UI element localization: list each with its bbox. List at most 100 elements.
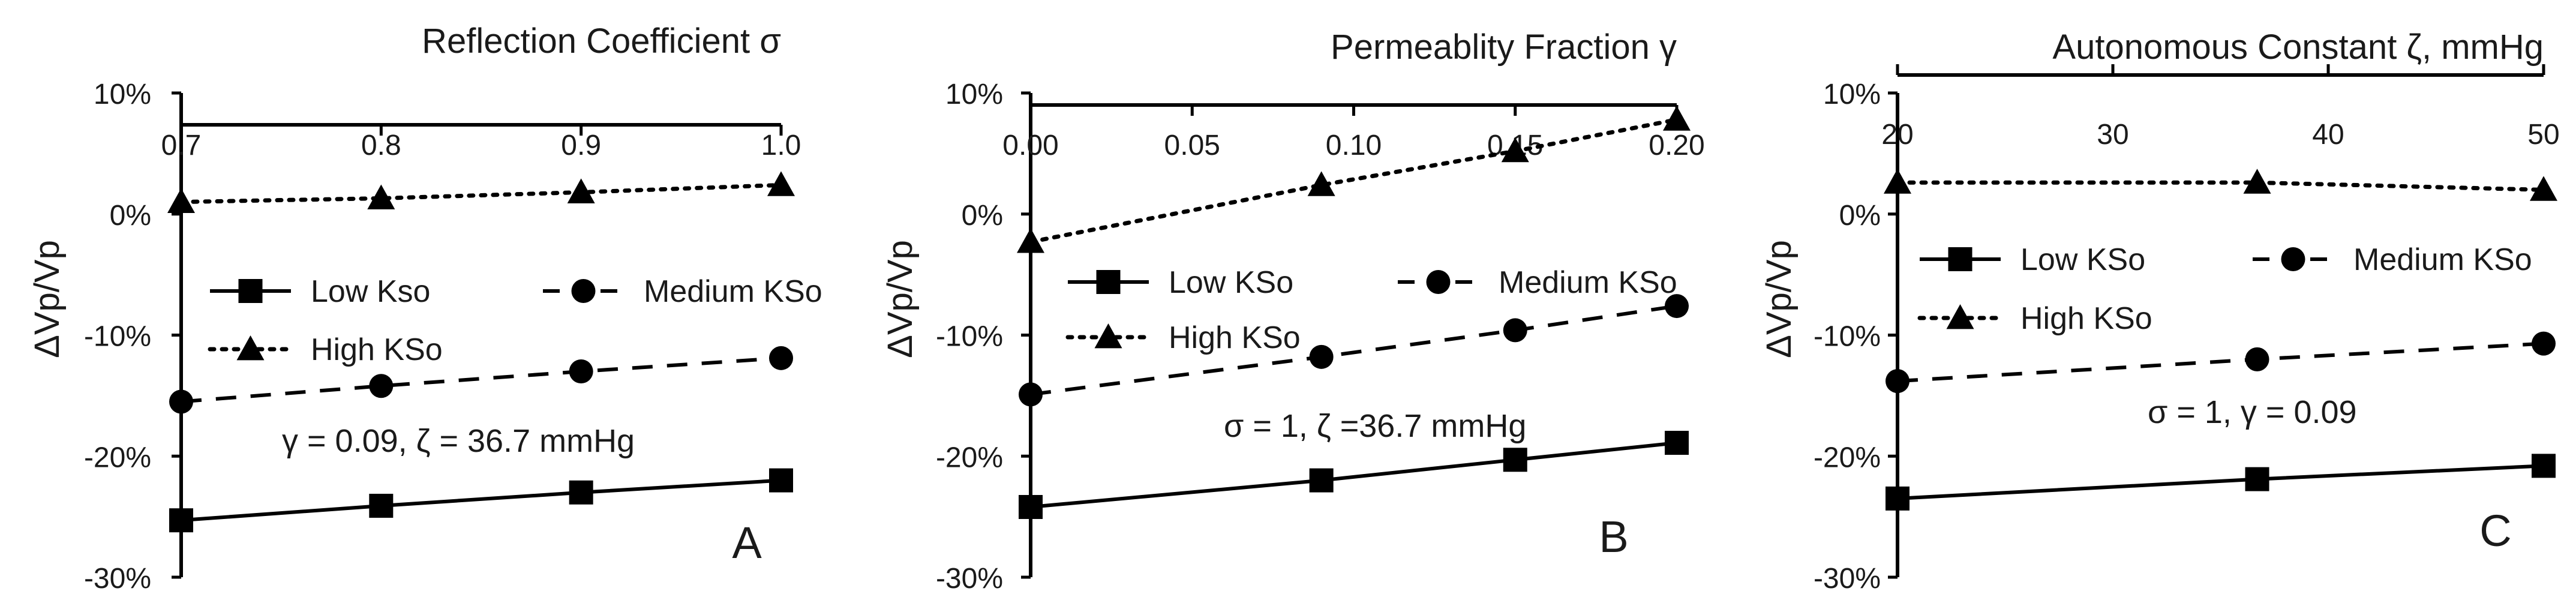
series-high-kso-line [179, 182, 783, 205]
panel-label: C [2479, 506, 2511, 556]
series-low-kso-point [2245, 467, 2269, 491]
series-high-kso-point [1017, 228, 1044, 253]
x-tick-label: 40 [2312, 119, 2344, 151]
y-tick-label: -20% [936, 442, 1003, 473]
y-tick-label: -30% [936, 563, 1003, 595]
y-axis-label: ΔVp/Vp [881, 240, 920, 358]
series-low-kso-point [569, 480, 593, 505]
x-tick-label: 0.00 [1002, 130, 1058, 161]
series-medium-kso-point [1665, 294, 1689, 319]
series-low-kso-line [181, 478, 782, 523]
legend-high-kso-label: High KSo [2020, 301, 2152, 336]
series-high-kso-point [167, 188, 195, 213]
legend-low-kso-marker [238, 279, 263, 303]
y-tick-label: 10% [94, 79, 151, 110]
x-tick-label: 30 [2097, 119, 2128, 151]
panel-label: A [732, 518, 762, 568]
series-medium-kso-point [2532, 331, 2556, 356]
series-low-kso-line [1030, 441, 1677, 509]
panel-label: B [1599, 512, 1628, 562]
x-tick-label: 20 [1881, 119, 1913, 151]
y-axis-label: ΔVp/Vp [28, 240, 67, 358]
y-tick-label: -30% [84, 563, 151, 595]
legend-medium-kso-label: Medium KSo [1499, 265, 1677, 300]
x-tick-label: 0.9 [561, 130, 601, 161]
legend-high-kso-label: High KSo [1169, 320, 1301, 355]
legend-high-kso-marker [236, 335, 265, 361]
series-medium-kso-line [181, 356, 782, 404]
legend-low-kso-marker [1948, 247, 1972, 271]
series-medium-kso-point [1309, 344, 1334, 369]
legend-high-kso-marker [1946, 304, 1974, 329]
x-tick-label: 0.8 [361, 130, 401, 161]
series-medium-kso-point [369, 374, 394, 398]
series-low-kso-point [1503, 448, 1527, 472]
series-low-kso-point [369, 493, 394, 518]
y-tick-label: 10% [1823, 79, 1881, 110]
legend-medium-kso-marker [1426, 270, 1451, 294]
x-tick-label: 0.10 [1326, 130, 1382, 161]
chart-title: Reflection Coefficient σ [422, 22, 781, 61]
parameter-annotation: σ = 1, γ = 0.09 [2148, 394, 2357, 430]
series-high-kso-point [1663, 106, 1691, 131]
series-high-kso-line [1895, 180, 2546, 192]
legend-high-kso-label: High KSo [311, 332, 443, 367]
series-high-kso-point [1501, 137, 1529, 163]
legend-low-kso-label: Low KSo [1169, 265, 1293, 300]
series-medium-kso-line [1030, 304, 1677, 397]
legend-high-kso-marker [1094, 323, 1122, 349]
x-tick-label: 0.7 [161, 130, 202, 161]
y-tick-label: 10% [945, 79, 1003, 110]
y-tick-label: -30% [1814, 563, 1881, 595]
y-tick-label: 0% [962, 200, 1003, 232]
series-high-kso-point [1884, 169, 1911, 194]
series-high-kso-line [1028, 117, 1679, 244]
series-low-kso-point [769, 468, 793, 493]
legend-medium-kso-marker [2281, 247, 2305, 271]
y-axis-label: ΔVp/Vp [1760, 240, 1799, 358]
series-medium-kso-point [769, 346, 793, 370]
y-tick-label: -10% [84, 321, 151, 353]
series-low-kso-point [1019, 494, 1043, 519]
legend-low-kso-label: Low Kso [311, 274, 430, 309]
y-tick-label: -20% [84, 442, 151, 473]
legend-medium-kso-label: Medium KSo [644, 274, 822, 309]
series-medium-kso-point [569, 359, 593, 384]
series-high-kso-point [367, 184, 395, 209]
panel-c: Autonomous Constant ζ, mmHg 10% 0% -10% -20%… [1760, 28, 2560, 595]
series-low-kso-point [2532, 454, 2556, 478]
x-tick-label: 0.05 [1164, 130, 1220, 161]
y-tick-label: 0% [1839, 200, 1881, 232]
series-high-kso-point [2530, 176, 2557, 201]
series-high-kso-point [567, 178, 595, 203]
x-tick-label: 0.20 [1649, 130, 1704, 161]
series-low-kso-point [1309, 468, 1334, 493]
parameter-annotation: σ = 1, ζ =36.7 mmHg [1224, 408, 1526, 444]
x-tick-label: 50 [2527, 119, 2559, 151]
legend-low-kso-label: Low KSo [2020, 242, 2145, 277]
panel-b: Permeablity Fraction γ 10% 0% -10% -20% -30% Δ… [881, 28, 1705, 595]
y-tick-label: 0% [110, 200, 151, 232]
x-tick-label: 1.0 [761, 130, 801, 161]
series-medium-kso-point [1019, 382, 1043, 407]
series-medium-kso-point [169, 389, 193, 414]
series-medium-kso-point [2245, 347, 2269, 371]
legend-medium-kso-label: Medium KSo [2353, 242, 2532, 277]
y-tick-label: -10% [1814, 321, 1881, 353]
series-high-kso-point [767, 171, 795, 196]
series-medium-kso-line [1897, 341, 2544, 383]
series-medium-kso-point [1886, 369, 1910, 394]
parameter-annotation: γ = 0.09, ζ = 36.7 mmHg [282, 423, 635, 459]
series-low-kso-point [169, 508, 193, 533]
y-tick-label: -20% [1814, 442, 1881, 473]
y-tick-label: -10% [936, 321, 1003, 353]
legend-low-kso-marker [1096, 270, 1121, 294]
series-low-kso-point [1886, 486, 1910, 511]
series-low-kso-point [1665, 431, 1689, 455]
series-high-kso-point [1307, 171, 1335, 196]
chart-title: Permeablity Fraction γ [1331, 28, 1677, 67]
legend-medium-kso-marker [571, 279, 596, 303]
chart-title: Autonomous Constant ζ, mmHg [2052, 28, 2544, 67]
series-high-kso-point [2243, 169, 2271, 194]
